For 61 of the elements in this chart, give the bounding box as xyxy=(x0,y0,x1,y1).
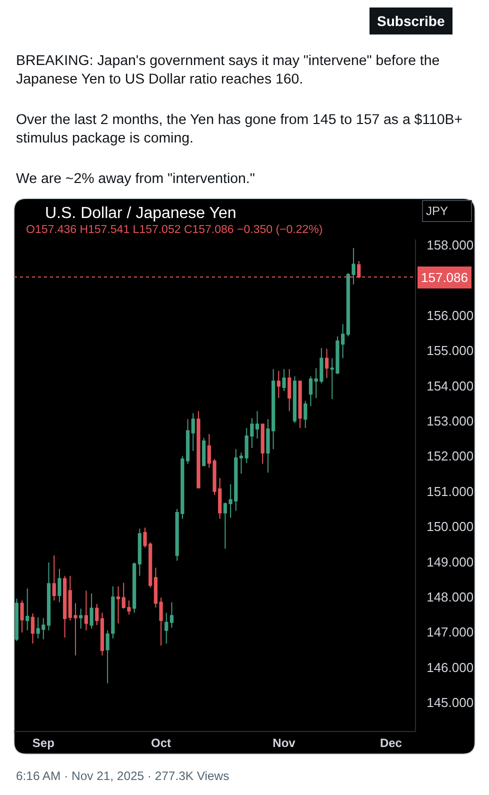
text: We are ~2% away from "intervention." xyxy=(16,171,255,187)
text: Subscribe xyxy=(377,13,445,29)
candlestick xyxy=(100,612,104,656)
x-tick-label: Nov xyxy=(272,736,296,750)
candlestick xyxy=(298,380,302,428)
y-tick-label: 147.000 xyxy=(426,624,474,640)
candlestick xyxy=(304,400,308,428)
candlestick xyxy=(191,412,195,452)
candlestick xyxy=(308,376,313,407)
candlestick xyxy=(20,600,24,634)
y-tick-label: 155.000 xyxy=(426,343,474,358)
candlestick xyxy=(138,528,142,576)
y-tick-label: 154.000 xyxy=(426,378,474,394)
candlestick xyxy=(164,612,168,644)
candlestick xyxy=(324,348,329,378)
y-tick-label: 153.000 xyxy=(426,413,474,428)
text: JPY xyxy=(426,204,448,218)
candlestick xyxy=(52,554,56,601)
candlestick xyxy=(276,370,280,399)
candlestick xyxy=(84,590,88,631)
y-tick-label: 158.000 xyxy=(426,237,474,252)
y-tick-label: 148.000 xyxy=(426,590,474,605)
candlestick xyxy=(202,437,206,466)
candlestick xyxy=(79,608,83,630)
candlestick xyxy=(46,562,51,631)
text: 6:16 AM · Nov 21, 2025 · 277.3K Views xyxy=(16,769,230,783)
chart-title: U.S. Dollar / Japanese Yen xyxy=(45,205,236,222)
x-tick-label: Dec xyxy=(380,736,402,750)
candlestick xyxy=(186,418,190,464)
x-tick-label: Sep xyxy=(32,736,54,750)
y-tick-label: 145.000 xyxy=(426,695,474,710)
candlestick xyxy=(239,452,244,474)
candlestick xyxy=(90,592,94,630)
candlestick xyxy=(260,424,264,464)
candlestick xyxy=(116,586,120,624)
candlestick xyxy=(282,368,286,392)
text: BREAKING: Japan's government says it may "intervene" before the Japanese Yen to US Dollar ratio reaches 160. xyxy=(16,53,440,88)
candlestick xyxy=(95,604,99,626)
candlestick xyxy=(111,586,115,640)
candlestick xyxy=(26,588,30,631)
candlestick xyxy=(132,562,136,614)
candlestick xyxy=(106,630,110,684)
y-tick-label: 156.000 xyxy=(426,308,474,323)
y-tick-label: 150.000 xyxy=(426,519,474,534)
y-tick-label: 146.000 xyxy=(426,660,474,675)
candlestick xyxy=(62,575,67,638)
ref-line-label: 157.086 xyxy=(421,270,468,285)
text: Over the last 2 months, the Yen has gone from 145 to 157 as a $110B+ stimulus package is coming. xyxy=(16,112,463,146)
chart-subtitle: O157.436 H157.541 L157.052 C157.086 −0.350 (−0.22%) xyxy=(26,224,323,236)
y-tick-label: 152.000 xyxy=(426,448,474,464)
candlestick xyxy=(30,613,35,644)
y-tick-label: 151.000 xyxy=(426,484,474,499)
candlestick xyxy=(288,368,292,412)
y-tick-label: 149.000 xyxy=(426,554,474,570)
candlestick xyxy=(196,410,200,488)
candlestick xyxy=(58,568,62,603)
candlestick xyxy=(14,598,18,642)
candlestick xyxy=(292,376,297,424)
x-tick-label: Oct xyxy=(151,736,172,750)
candlestick xyxy=(255,410,260,440)
candlestick xyxy=(170,602,174,628)
